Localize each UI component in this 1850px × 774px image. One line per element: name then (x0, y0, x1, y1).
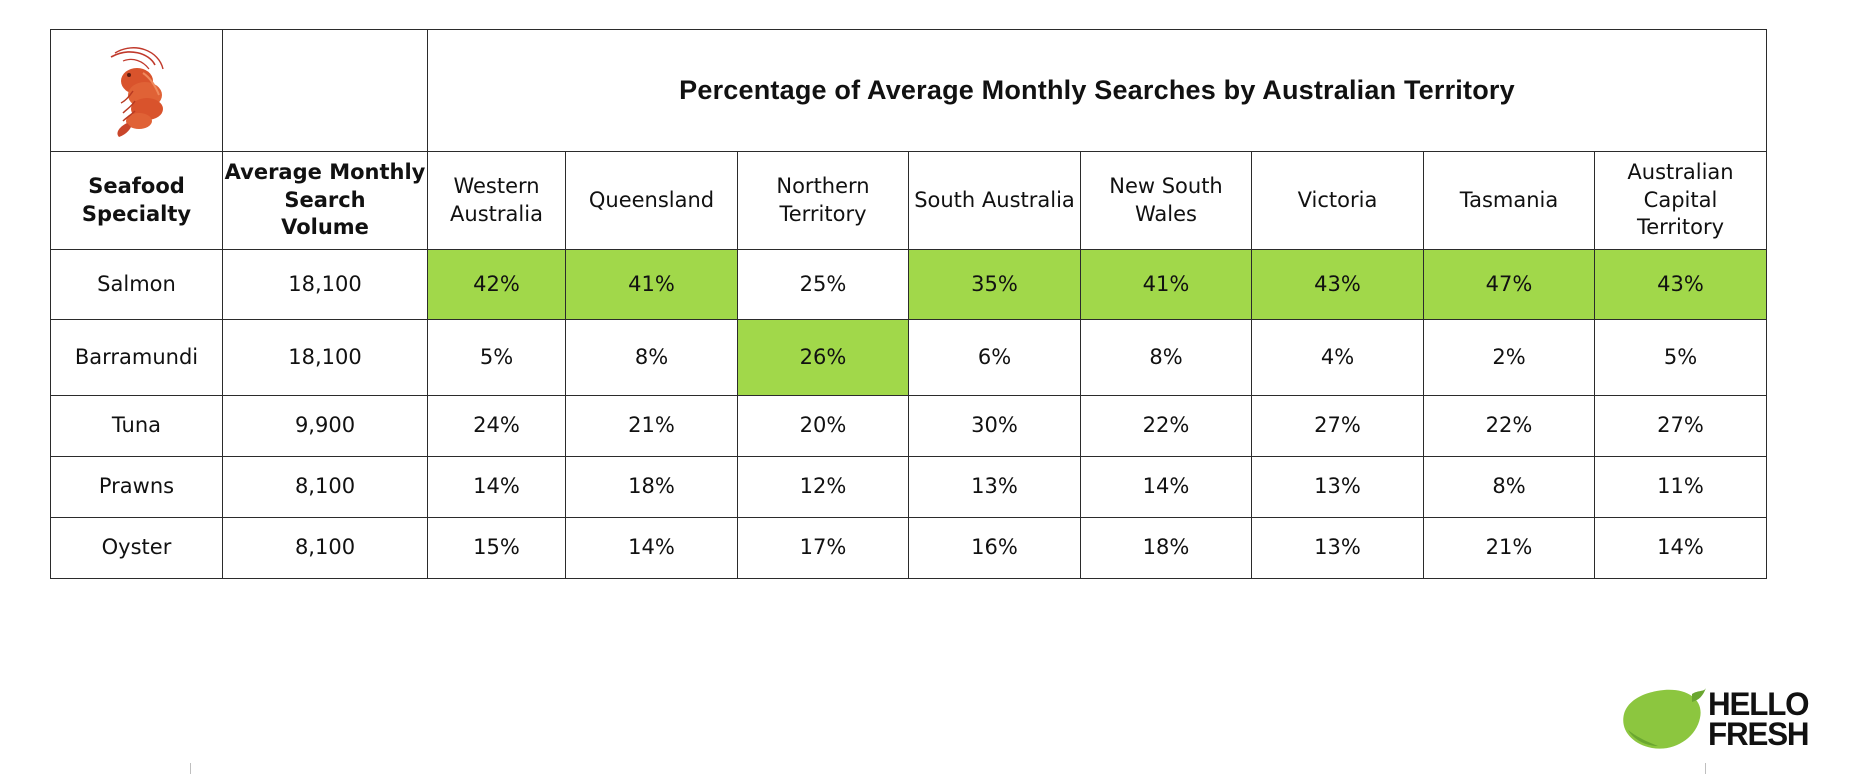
percentage-cell-new-south-wales: 22% (1080, 395, 1252, 457)
column-header-line: Tasmania (1459, 187, 1559, 212)
column-header-new-south-wales: New South Wales (1080, 151, 1252, 250)
percentage-cell-new-south-wales: 14% (1080, 456, 1252, 518)
page-divider-mark-right (1705, 763, 1706, 774)
table-row: Oyster 8,100 15% 14% 17% 16% 18% 13% 21% 14% (50, 517, 1767, 579)
percentage-cell-south-australia: 16% (908, 517, 1081, 579)
specialty-cell: Salmon (50, 249, 223, 320)
column-header-line: New South (1109, 173, 1223, 198)
search-volume-cell: 8,100 (222, 517, 428, 579)
percentage-cell-australian-capital-territory: 14% (1594, 517, 1767, 579)
percentage-cell-western-australia: 42% (427, 249, 566, 320)
column-header-line: Average Monthly (224, 159, 426, 184)
percentage-cell-northern-territory: 20% (737, 395, 909, 457)
table-row: Barramundi 18,100 5% 8% 26% 6% 8% 4% 2% 5% (50, 319, 1767, 396)
column-header-queensland: Queensland (565, 151, 738, 250)
icon-cell (50, 29, 223, 152)
column-header-line: Western (453, 173, 540, 198)
percentage-cell-northern-territory: 17% (737, 517, 909, 579)
column-header-line: Specialty (81, 201, 192, 226)
percentage-cell-victoria: 27% (1251, 395, 1424, 457)
column-header-line: Volume (281, 215, 369, 240)
percentage-cell-new-south-wales: 18% (1080, 517, 1252, 579)
percentage-cell-australian-capital-territory: 11% (1594, 456, 1767, 518)
column-header-victoria: Victoria (1251, 151, 1424, 250)
search-volume-cell: 18,100 (222, 249, 428, 320)
percentage-cell-south-australia: 35% (908, 249, 1081, 320)
percentage-cell-victoria: 13% (1251, 456, 1424, 518)
percentage-cell-queensland: 41% (565, 249, 738, 320)
percentage-cell-australian-capital-territory: 5% (1594, 319, 1767, 396)
column-header-line: South Australia (914, 187, 1075, 212)
percentage-cell-australian-capital-territory: 27% (1594, 395, 1767, 457)
column-header-line: Territory (779, 201, 867, 226)
percentage-cell-northern-territory: 25% (737, 249, 909, 320)
column-header-line: Search (284, 187, 366, 212)
title-row: Percentage of Average Monthly Searches b… (50, 29, 1767, 152)
table-title: Percentage of Average Monthly Searches b… (427, 29, 1767, 152)
column-header-western-australia: Western Australia (427, 151, 566, 250)
lime-logo-icon (1623, 688, 1706, 749)
percentage-cell-victoria: 13% (1251, 517, 1424, 579)
specialty-cell: Oyster (50, 517, 223, 579)
table-row: Prawns 8,100 14% 18% 12% 13% 14% 13% 8% 11% (50, 456, 1767, 518)
hellofresh-logo: HELLO FRESH (1618, 682, 1838, 754)
column-header-line: Australia (450, 201, 543, 226)
percentage-cell-new-south-wales: 41% (1080, 249, 1252, 320)
column-header-seafood-specialty: Seafood Specialty (50, 151, 223, 250)
table-wrapper: Percentage of Average Monthly Searches b… (50, 29, 1767, 579)
percentage-cell-south-australia: 30% (908, 395, 1081, 457)
blank-header-cell (222, 29, 428, 152)
percentage-cell-queensland: 14% (565, 517, 738, 579)
percentage-cell-south-australia: 13% (908, 456, 1081, 518)
search-volume-cell: 9,900 (222, 395, 428, 457)
percentage-cell-queensland: 8% (565, 319, 738, 396)
percentage-cell-queensland: 21% (565, 395, 738, 457)
column-header-line: Queensland (588, 187, 715, 212)
column-header-australian-capital-territory: Australian Capital Territory (1594, 151, 1767, 250)
brand-word-hello: HELLO (1708, 686, 1810, 722)
percentage-cell-south-australia: 6% (908, 319, 1081, 396)
searches-table: Percentage of Average Monthly Searches b… (50, 29, 1767, 579)
column-header-line: Capital (1643, 187, 1718, 212)
percentage-cell-tasmania: 8% (1423, 456, 1595, 518)
column-header-line: Wales (1135, 201, 1197, 226)
table-row: Salmon 18,100 42% 41% 25% 35% 41% 43% 47% 43% (50, 249, 1767, 320)
percentage-cell-western-australia: 14% (427, 456, 566, 518)
percentage-cell-northern-territory: 26% (737, 319, 909, 396)
percentage-cell-tasmania: 47% (1423, 249, 1595, 320)
percentage-cell-new-south-wales: 8% (1080, 319, 1252, 396)
percentage-cell-western-australia: 24% (427, 395, 566, 457)
column-header-tasmania: Tasmania (1423, 151, 1595, 250)
percentage-cell-western-australia: 5% (427, 319, 566, 396)
percentage-cell-western-australia: 15% (427, 517, 566, 579)
column-header-line: Northern (776, 173, 870, 198)
percentage-cell-queensland: 18% (565, 456, 738, 518)
column-header-line: Australian (1627, 159, 1734, 184)
percentage-cell-tasmania: 2% (1423, 319, 1595, 396)
column-header-line: Seafood (88, 173, 185, 198)
percentage-cell-tasmania: 21% (1423, 517, 1595, 579)
specialty-cell: Barramundi (50, 319, 223, 396)
column-header-south-australia: South Australia (908, 151, 1081, 250)
column-header-northern-territory: Northern Territory (737, 151, 909, 250)
brand-word-fresh: FRESH (1708, 716, 1810, 752)
percentage-cell-tasmania: 22% (1423, 395, 1595, 457)
percentage-cell-victoria: 4% (1251, 319, 1424, 396)
column-header-average-monthly-search-volume: Average Monthly Search Volume (222, 151, 428, 250)
search-volume-cell: 18,100 (222, 319, 428, 396)
percentage-cell-northern-territory: 12% (737, 456, 909, 518)
column-header-line: Victoria (1297, 187, 1378, 212)
column-header-row: Seafood Specialty Average Monthly Search Vol… (50, 151, 1767, 250)
search-volume-cell: 8,100 (222, 456, 428, 518)
percentage-cell-victoria: 43% (1251, 249, 1424, 320)
table-row: Tuna 9,900 24% 21% 20% 30% 22% 27% 22% 27% (50, 395, 1767, 457)
percentage-cell-australian-capital-territory: 43% (1594, 249, 1767, 320)
page-divider-mark-left (190, 763, 191, 774)
shrimp-icon (110, 46, 164, 137)
column-header-line: Territory (1636, 215, 1725, 240)
specialty-cell: Prawns (50, 456, 223, 518)
specialty-cell: Tuna (50, 395, 223, 457)
